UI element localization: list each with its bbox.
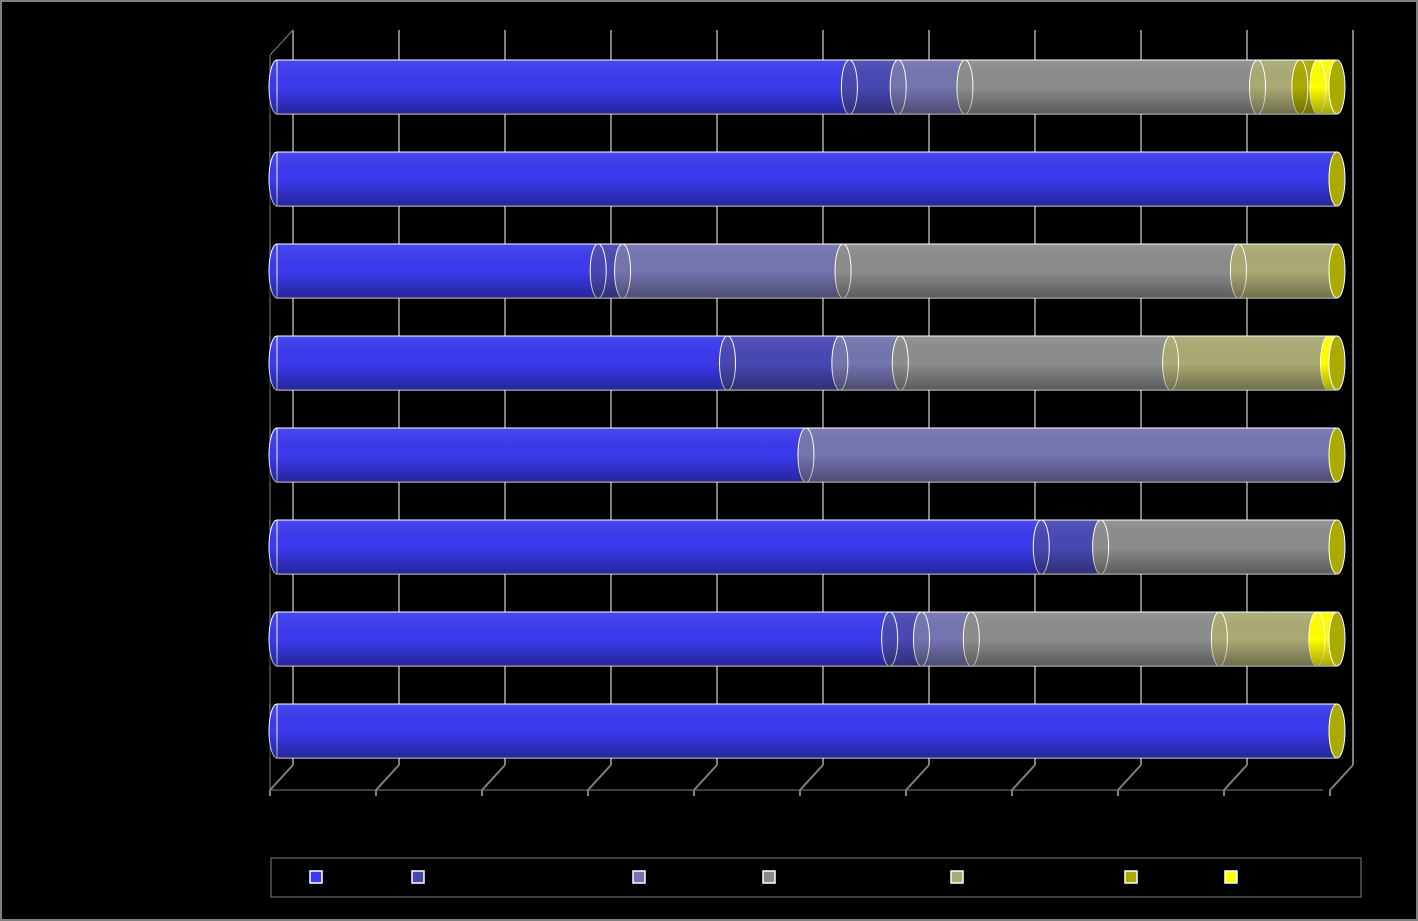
bar-shading bbox=[269, 520, 1337, 574]
legend-swatch bbox=[1124, 870, 1138, 884]
bar-end bbox=[1328, 335, 1346, 391]
legend-swatch bbox=[762, 870, 776, 884]
legend-swatch bbox=[411, 870, 425, 884]
bar-end bbox=[1328, 611, 1346, 667]
floor-line bbox=[1011, 764, 1036, 791]
bar-shading bbox=[269, 152, 1337, 206]
floor-line bbox=[375, 764, 400, 791]
bar-end bbox=[1328, 703, 1346, 759]
floor-line bbox=[1117, 764, 1142, 791]
bar-shading bbox=[269, 612, 1337, 666]
legend-swatch bbox=[1224, 870, 1238, 884]
bar-end bbox=[1328, 151, 1346, 207]
floor-line bbox=[269, 764, 294, 791]
floor-line bbox=[481, 764, 506, 791]
legend-swatch bbox=[950, 870, 964, 884]
legend-box bbox=[270, 857, 1362, 898]
floor-line bbox=[799, 764, 824, 791]
legend-swatch bbox=[309, 870, 323, 884]
floor-line bbox=[693, 764, 718, 791]
axis-line bbox=[269, 29, 294, 56]
floor-line bbox=[587, 764, 612, 791]
floor-line bbox=[1329, 764, 1354, 791]
floor-line bbox=[905, 764, 930, 791]
bar-shading bbox=[269, 704, 1337, 758]
bar-end bbox=[1328, 243, 1346, 299]
bar-shading bbox=[269, 60, 1337, 114]
bar-shading bbox=[269, 336, 1337, 390]
legend-swatch bbox=[632, 870, 646, 884]
bar-end bbox=[1328, 519, 1346, 575]
floor-line bbox=[1223, 764, 1248, 791]
bar-end bbox=[1328, 427, 1346, 483]
bar-end bbox=[1328, 59, 1346, 115]
bar-shading bbox=[269, 428, 1337, 482]
bar-shading bbox=[269, 244, 1337, 298]
